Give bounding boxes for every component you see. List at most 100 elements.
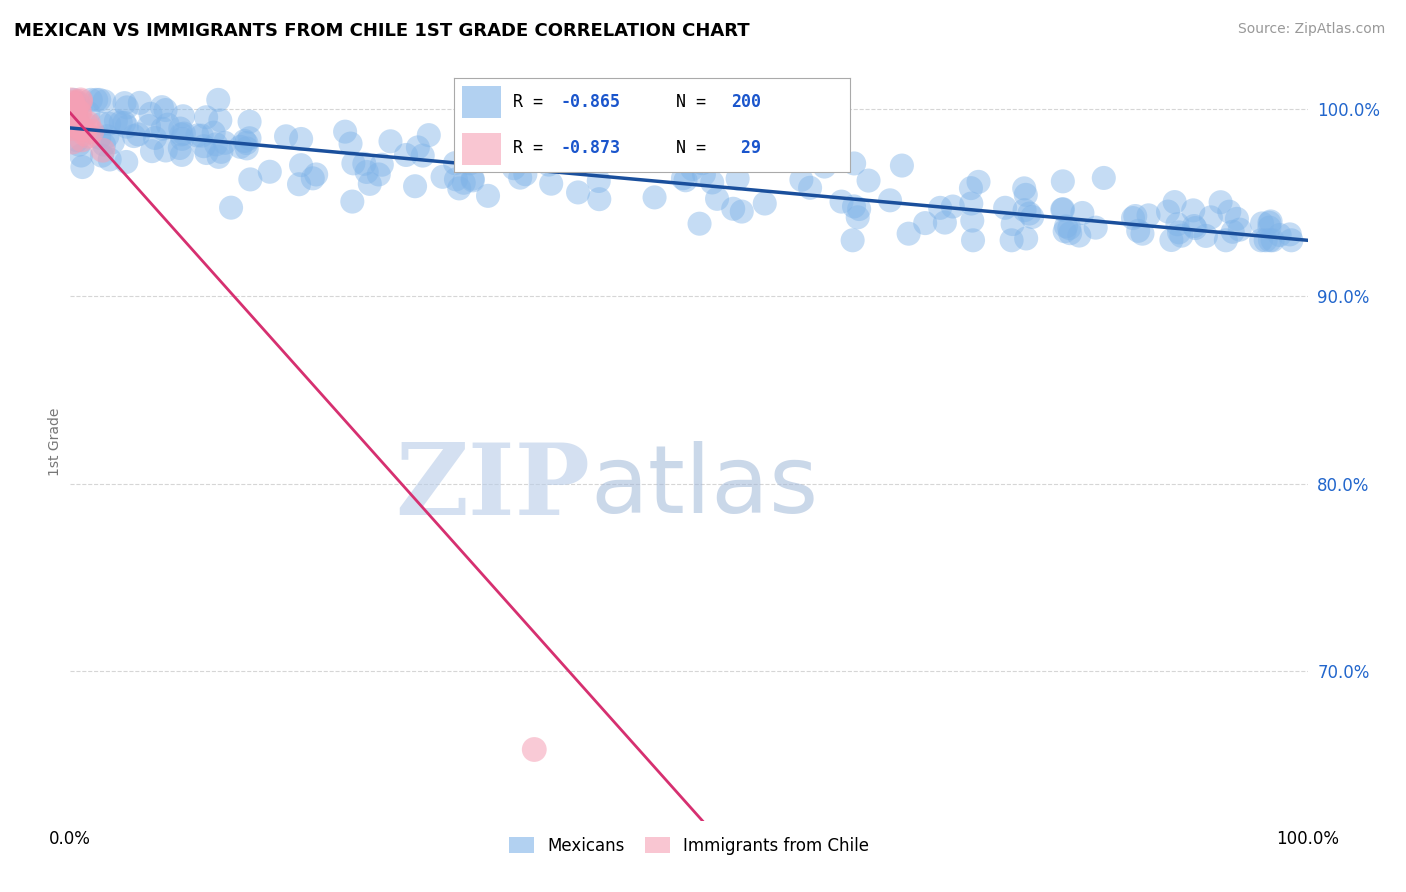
Point xyxy=(359,177,381,191)
Point xyxy=(540,177,562,191)
Point xyxy=(841,233,863,247)
Point xyxy=(195,110,218,124)
Point xyxy=(588,174,610,188)
Point xyxy=(681,161,703,176)
Point xyxy=(1260,214,1282,228)
Point xyxy=(1132,227,1154,241)
Point xyxy=(128,95,150,110)
Point xyxy=(301,171,323,186)
Point xyxy=(842,199,865,213)
Point xyxy=(89,93,111,107)
Point xyxy=(169,121,191,136)
Point xyxy=(69,105,91,120)
Point xyxy=(96,129,118,144)
Point xyxy=(73,122,96,136)
Point xyxy=(229,140,252,154)
Point xyxy=(929,201,952,215)
Point xyxy=(70,133,93,147)
Point xyxy=(671,140,693,154)
Point xyxy=(65,102,87,116)
Point xyxy=(77,129,100,144)
Point xyxy=(790,172,813,186)
Point xyxy=(67,96,90,111)
Point xyxy=(356,165,378,179)
Point xyxy=(91,143,114,157)
Y-axis label: 1st Grade: 1st Grade xyxy=(48,408,62,475)
Point xyxy=(67,105,90,120)
Point xyxy=(1215,233,1237,247)
Point xyxy=(846,211,869,225)
Point xyxy=(962,233,984,247)
Point xyxy=(1251,216,1274,230)
Point xyxy=(72,160,94,174)
Point xyxy=(1168,225,1191,239)
Point xyxy=(934,216,956,230)
Point xyxy=(333,125,356,139)
Point xyxy=(1250,233,1272,247)
Point xyxy=(567,186,589,200)
Point xyxy=(1258,220,1281,235)
Point xyxy=(672,171,695,186)
Point xyxy=(122,129,145,144)
Point xyxy=(731,204,754,219)
Point xyxy=(141,144,163,158)
Point xyxy=(754,196,776,211)
Point xyxy=(77,106,100,120)
Point xyxy=(735,146,758,161)
Point xyxy=(62,117,84,131)
Point xyxy=(456,141,478,155)
Point xyxy=(77,116,100,130)
Point xyxy=(395,148,418,162)
Point xyxy=(62,95,84,110)
Point xyxy=(274,129,297,144)
Point xyxy=(63,113,86,128)
Point xyxy=(76,119,98,133)
Point xyxy=(449,181,471,195)
Point xyxy=(727,171,749,186)
Point xyxy=(150,100,173,114)
Point xyxy=(143,131,166,145)
Point xyxy=(59,116,82,130)
Point xyxy=(1182,203,1205,218)
Point xyxy=(67,137,90,152)
Point xyxy=(404,179,426,194)
Point xyxy=(170,128,193,142)
Point xyxy=(152,121,174,136)
Point xyxy=(110,115,132,129)
Point xyxy=(115,155,138,169)
Point xyxy=(1222,225,1244,239)
Point xyxy=(702,176,724,190)
Point xyxy=(342,156,364,170)
Point xyxy=(1278,227,1301,242)
Point xyxy=(831,194,853,209)
Point xyxy=(588,192,610,206)
Point xyxy=(186,128,208,143)
Point xyxy=(942,200,965,214)
Point xyxy=(1226,211,1249,226)
Point xyxy=(202,126,225,140)
Point xyxy=(238,131,260,145)
Point xyxy=(290,158,312,172)
Point xyxy=(173,127,195,141)
Point xyxy=(813,160,835,174)
Point xyxy=(98,153,121,167)
Point xyxy=(721,202,744,216)
Point xyxy=(689,217,711,231)
Point xyxy=(115,100,138,114)
Point xyxy=(239,114,262,128)
Point xyxy=(193,139,215,153)
Point xyxy=(114,96,136,111)
Point xyxy=(890,159,912,173)
Point xyxy=(139,107,162,121)
Point xyxy=(432,169,454,184)
Point xyxy=(1254,233,1277,247)
Point xyxy=(138,119,160,133)
Point xyxy=(235,136,257,150)
Point xyxy=(1018,206,1040,220)
Point xyxy=(69,93,91,107)
Point xyxy=(1052,174,1074,188)
Text: ZIP: ZIP xyxy=(395,439,591,535)
Point xyxy=(207,150,229,164)
Point xyxy=(1199,211,1222,225)
Point xyxy=(1258,216,1281,230)
